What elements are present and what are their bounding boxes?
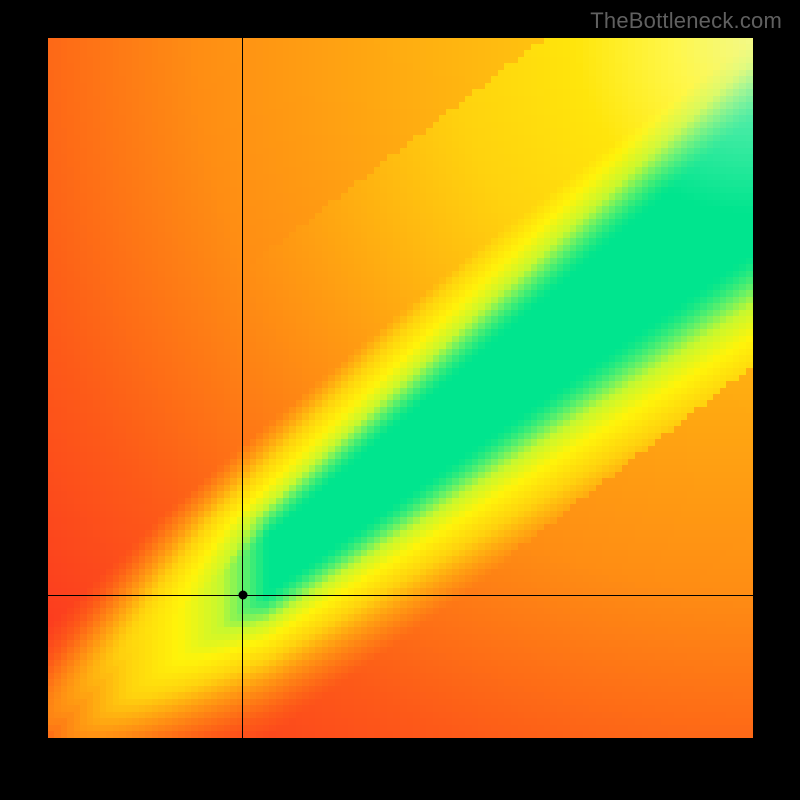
crosshair-horizontal [48,595,753,596]
marker-point [238,591,247,600]
heatmap-plot [48,38,753,738]
crosshair-vertical [242,38,243,738]
attribution-watermark: TheBottleneck.com [590,8,782,34]
heatmap-canvas [48,38,753,738]
